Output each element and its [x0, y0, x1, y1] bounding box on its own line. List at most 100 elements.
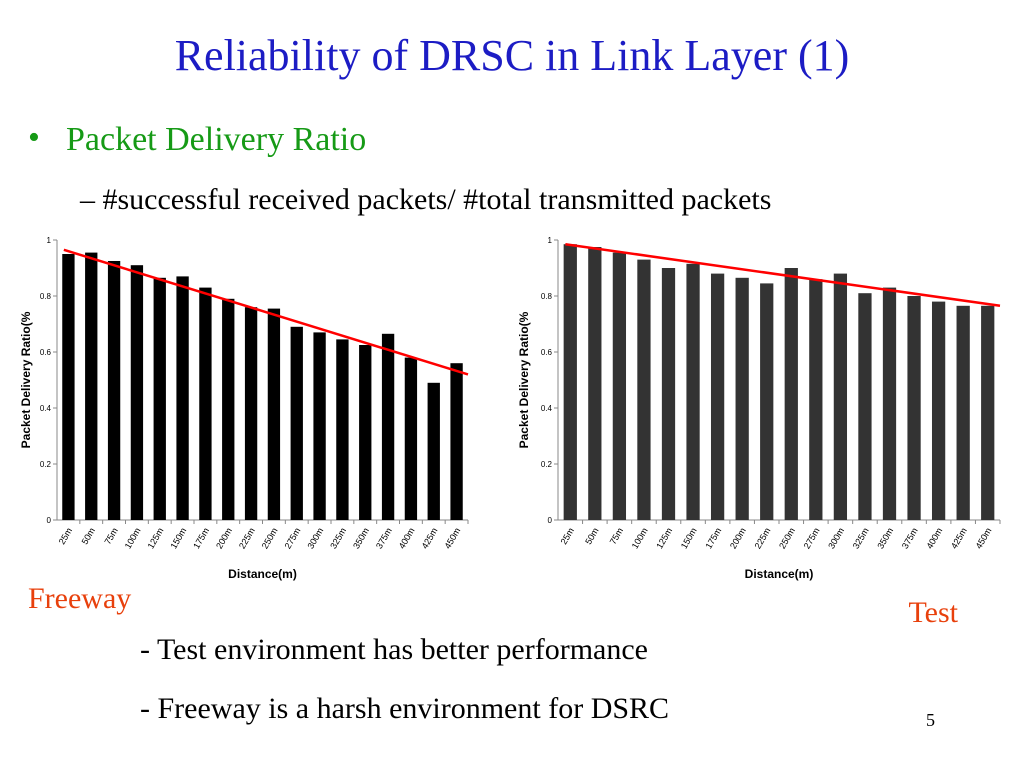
bar [130, 265, 144, 520]
x-tick-label: 450m [442, 526, 462, 550]
trend-line [63, 248, 469, 376]
y-axis-title: Packet Delivery Ratio(% [19, 311, 33, 448]
x-tick-label: 225m [753, 526, 773, 550]
y-tick-label: 0.6 [541, 348, 553, 357]
y-tick-label: 0.4 [541, 404, 553, 413]
x-tick-label: 400m [924, 526, 944, 550]
y-tick-label: 0.4 [40, 404, 52, 413]
bar [784, 268, 798, 520]
x-tick-label: 125m [146, 526, 166, 550]
bar [710, 273, 725, 520]
bar [427, 382, 440, 520]
y-tick-label: 0.8 [40, 292, 52, 301]
x-tick-label: 75m [102, 526, 119, 546]
bullet: Packet Delivery Ratio [66, 121, 366, 158]
x-tick-label: 400m [397, 526, 417, 550]
bar [62, 254, 75, 520]
chart-caption: Test [908, 596, 958, 629]
bar [735, 277, 749, 520]
x-tick-label: 375m [374, 526, 394, 550]
bullet-mark: • [28, 119, 40, 156]
bar [404, 357, 418, 520]
x-tick-label: 25m [559, 526, 576, 546]
bar [612, 252, 627, 520]
bar [637, 259, 651, 520]
x-tick-label: 350m [875, 526, 895, 550]
x-tick-label: 150m [679, 526, 699, 550]
bar [907, 296, 921, 520]
x-tick-label: 275m [802, 526, 822, 550]
x-tick-label: 225m [237, 526, 257, 550]
x-tick-label: 250m [260, 526, 280, 550]
x-tick-label: 175m [191, 526, 211, 550]
note: - Freeway is a harsh environment for DSR… [140, 692, 669, 725]
page-number: 5 [926, 710, 935, 730]
x-axis-title: Distance(m) [745, 567, 814, 581]
x-tick-label: 100m [630, 526, 650, 550]
y-tick-label: 0.6 [40, 348, 52, 357]
x-tick-label: 425m [420, 526, 440, 550]
x-tick-label: 350m [351, 526, 371, 550]
bar [199, 287, 212, 520]
x-tick-label: 75m [608, 526, 625, 546]
bar [107, 261, 121, 520]
x-tick-label: 275m [283, 526, 303, 550]
bar [450, 363, 463, 520]
y-tick-label: 1 [548, 236, 553, 245]
x-tick-label: 150m [168, 526, 188, 550]
bar [267, 308, 281, 520]
bar [833, 273, 848, 520]
y-tick-label: 0 [548, 516, 553, 525]
bar [153, 277, 166, 520]
bar [336, 339, 349, 520]
note: - Test environment has better performanc… [140, 633, 648, 666]
x-axis-title: Distance(m) [228, 567, 297, 581]
sub-bullet: – #successful received packets/ #total t… [79, 183, 771, 216]
bar [858, 293, 872, 520]
bar [661, 268, 676, 520]
y-tick-label: 0 [47, 516, 52, 525]
bar [290, 326, 303, 520]
x-tick-label: 175m [703, 526, 723, 550]
x-tick-label: 125m [654, 526, 674, 550]
x-tick-label: 50m [583, 526, 600, 546]
trend-line [565, 242, 1001, 308]
x-tick-label: 300m [826, 526, 846, 550]
bar [588, 247, 602, 520]
chart-caption: Freeway [28, 582, 131, 615]
bar [85, 252, 98, 520]
bar [882, 287, 897, 520]
x-tick-label: 375m [900, 526, 920, 550]
y-tick-label: 0.2 [40, 460, 52, 469]
bar [760, 283, 774, 520]
x-tick-label: 325m [328, 526, 348, 550]
y-tick-label: 0.8 [541, 292, 553, 301]
bar [359, 345, 372, 520]
bar [222, 298, 235, 520]
bar [563, 244, 577, 520]
bar [381, 333, 395, 520]
x-tick-label: 25m [57, 526, 74, 546]
bar [981, 305, 995, 520]
bar [809, 279, 823, 520]
y-tick-label: 0.2 [541, 460, 553, 469]
bar [244, 307, 258, 520]
y-axis-title: Packet Delivery Ratio(% [517, 311, 531, 448]
x-tick-label: 300m [305, 526, 325, 550]
x-tick-label: 50m [80, 526, 97, 546]
x-tick-label: 325m [851, 526, 871, 550]
bar [313, 332, 326, 520]
x-tick-label: 100m [123, 526, 143, 550]
bar [956, 305, 970, 520]
bar [176, 276, 189, 520]
x-tick-label: 425m [949, 526, 969, 550]
bar [931, 301, 946, 520]
bar [686, 263, 700, 520]
x-tick-label: 200m [214, 526, 234, 550]
x-tick-label: 250m [777, 526, 797, 550]
y-tick-label: 1 [47, 236, 52, 245]
x-tick-label: 200m [728, 526, 748, 550]
slide-title: Reliability of DRSC in Link Layer (1) [175, 31, 850, 80]
